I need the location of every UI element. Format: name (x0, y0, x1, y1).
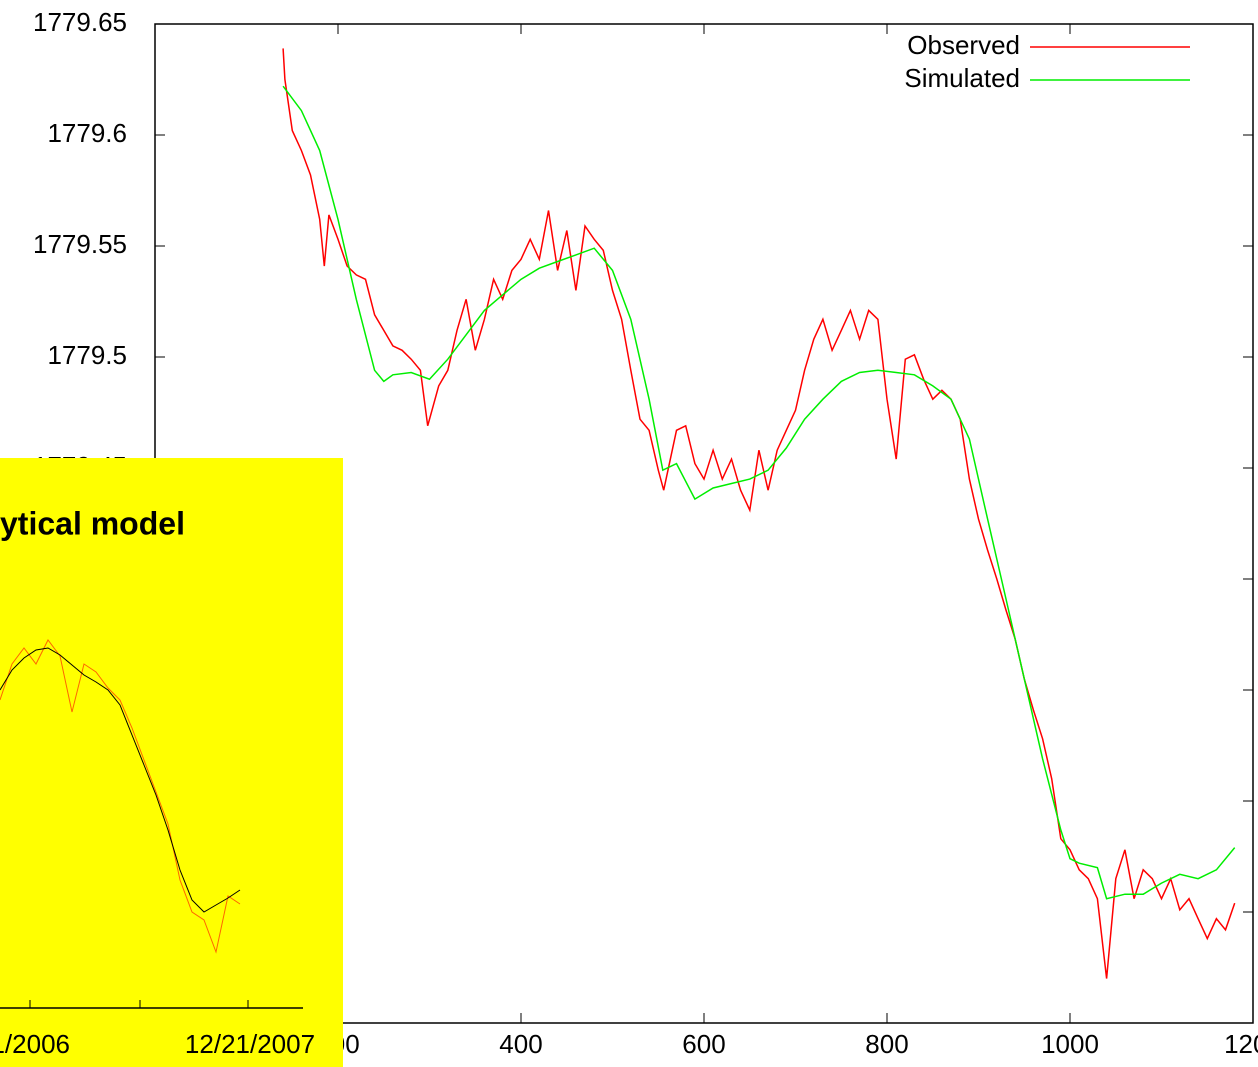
y-tick-label: 1779.55 (33, 229, 127, 259)
x-tick-label: 400 (499, 1029, 542, 1059)
y-tick-label: 1779.5 (47, 340, 127, 370)
series-line (282, 85, 1236, 900)
inset-x-label: 21/2006 (0, 1029, 70, 1059)
x-tick-label: 1000 (1041, 1029, 1099, 1059)
inset-series-line (0, 639, 241, 954)
inset-title: ytical model (0, 505, 185, 541)
inset-background (0, 458, 343, 1067)
y-tick-label: 1779.65 (33, 7, 127, 37)
y-tick-label: 1779.6 (47, 118, 127, 148)
inset-series-line (0, 647, 241, 913)
x-tick-label: 1200 (1224, 1029, 1258, 1059)
x-tick-label: 800 (865, 1029, 908, 1059)
inset-x-label: 12/21/2007 (185, 1029, 315, 1059)
x-tick-label: 600 (682, 1029, 725, 1059)
series-line (282, 48, 1236, 979)
legend-label: Simulated (904, 63, 1020, 93)
inset-chart: ytical model 21/2006 12/21/2007 (0, 458, 343, 1067)
legend-label: Observed (907, 30, 1020, 60)
